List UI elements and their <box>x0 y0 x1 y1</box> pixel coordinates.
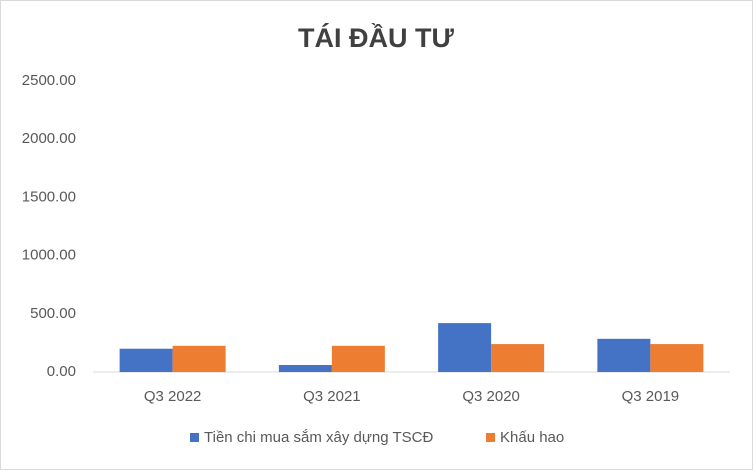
bar <box>278 365 332 372</box>
legend-swatch <box>486 433 495 442</box>
bar <box>172 345 226 372</box>
y-tick-label: 1500.00 <box>22 188 76 205</box>
bar <box>438 323 492 372</box>
chart-title: TÁI ĐẦU TƯ <box>298 22 454 53</box>
bar <box>119 348 173 372</box>
legend-swatch <box>190 433 199 442</box>
bar <box>491 344 545 372</box>
bar <box>331 345 385 372</box>
x-tick-label: Q3 2019 <box>622 388 680 405</box>
y-tick-label: 500.00 <box>30 305 76 322</box>
legend-label: Tiền chi mua sắm xây dựng TSCĐ <box>204 429 433 446</box>
x-tick-label: Q3 2020 <box>462 388 520 405</box>
y-tick-label: 1000.00 <box>22 247 76 264</box>
legend-label: Khấu hao <box>500 429 564 446</box>
y-tick-label: 2500.00 <box>22 72 76 89</box>
y-tick-label: 0.00 <box>47 363 76 380</box>
y-tick-label: 2000.00 <box>22 130 76 147</box>
x-tick-label: Q3 2021 <box>303 388 361 405</box>
bar <box>597 338 651 372</box>
bar <box>650 344 704 372</box>
x-tick-label: Q3 2022 <box>144 388 202 405</box>
